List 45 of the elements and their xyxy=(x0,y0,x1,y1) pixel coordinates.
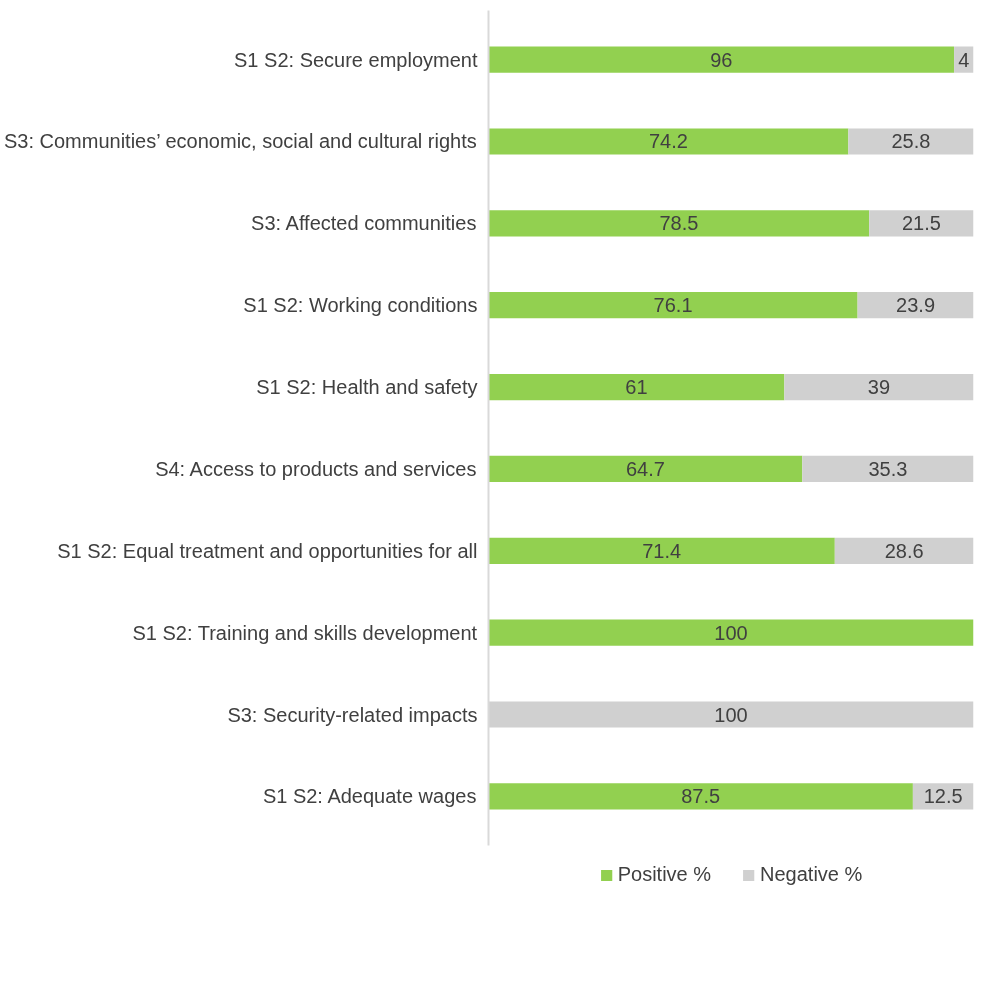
data-label: 96 xyxy=(710,48,733,71)
y-tick-label: S1 S2: Equal treatment and opportunities for all xyxy=(57,539,478,562)
bar xyxy=(488,619,974,646)
bar xyxy=(834,537,974,564)
bar xyxy=(488,373,785,401)
legend-label: Negative % xyxy=(760,863,863,886)
y-tick-label: S3: Communities’ economic, social and cultural rights xyxy=(3,130,477,153)
data-label: 39 xyxy=(867,376,891,399)
y-tick-label: S1 S2: Training and skills development xyxy=(132,621,478,644)
data-label: 71.4 xyxy=(642,539,682,562)
y-tick-label: S1 S2: Working conditions xyxy=(243,294,478,317)
bar xyxy=(488,292,858,319)
data-label: 25.8 xyxy=(891,130,931,153)
data-label: 100 xyxy=(714,621,748,644)
data-label: 76.1 xyxy=(653,294,693,317)
bar xyxy=(869,210,974,237)
bar xyxy=(857,292,974,319)
data-label: 35.3 xyxy=(868,457,908,480)
y-tick-label: S1 S2: Secure employment xyxy=(234,48,478,71)
data-label: 100 xyxy=(714,703,748,726)
bar xyxy=(488,128,849,155)
legend-label: Positive % xyxy=(617,863,712,886)
bar xyxy=(488,210,870,237)
bar xyxy=(488,537,835,564)
data-label: 74.2 xyxy=(648,130,688,153)
y-tick-label: S1 S2: Adequate wages xyxy=(262,785,477,808)
data-label: 61 xyxy=(625,376,648,399)
bar xyxy=(784,373,974,401)
y-tick-label: S3: Affected communities xyxy=(251,212,477,235)
bar xyxy=(488,455,803,483)
bar xyxy=(488,783,913,810)
bar xyxy=(802,455,974,483)
data-label: 12.5 xyxy=(923,785,963,808)
y-tick-label: S3: Security-related impacts xyxy=(227,703,478,726)
data-label: 78.5 xyxy=(659,212,699,235)
y-tick-label: S1 S2: Health and safety xyxy=(256,376,478,399)
data-label: 28.6 xyxy=(884,539,924,562)
data-label: 64.7 xyxy=(625,457,665,480)
data-label: 23.9 xyxy=(896,294,936,317)
data-label: 87.5 xyxy=(681,785,721,808)
data-label: 21.5 xyxy=(901,212,941,235)
bar xyxy=(488,46,955,73)
bar xyxy=(848,128,974,155)
y-tick-label: S4: Access to products and services xyxy=(155,457,477,480)
data-label: 4 xyxy=(958,48,970,71)
